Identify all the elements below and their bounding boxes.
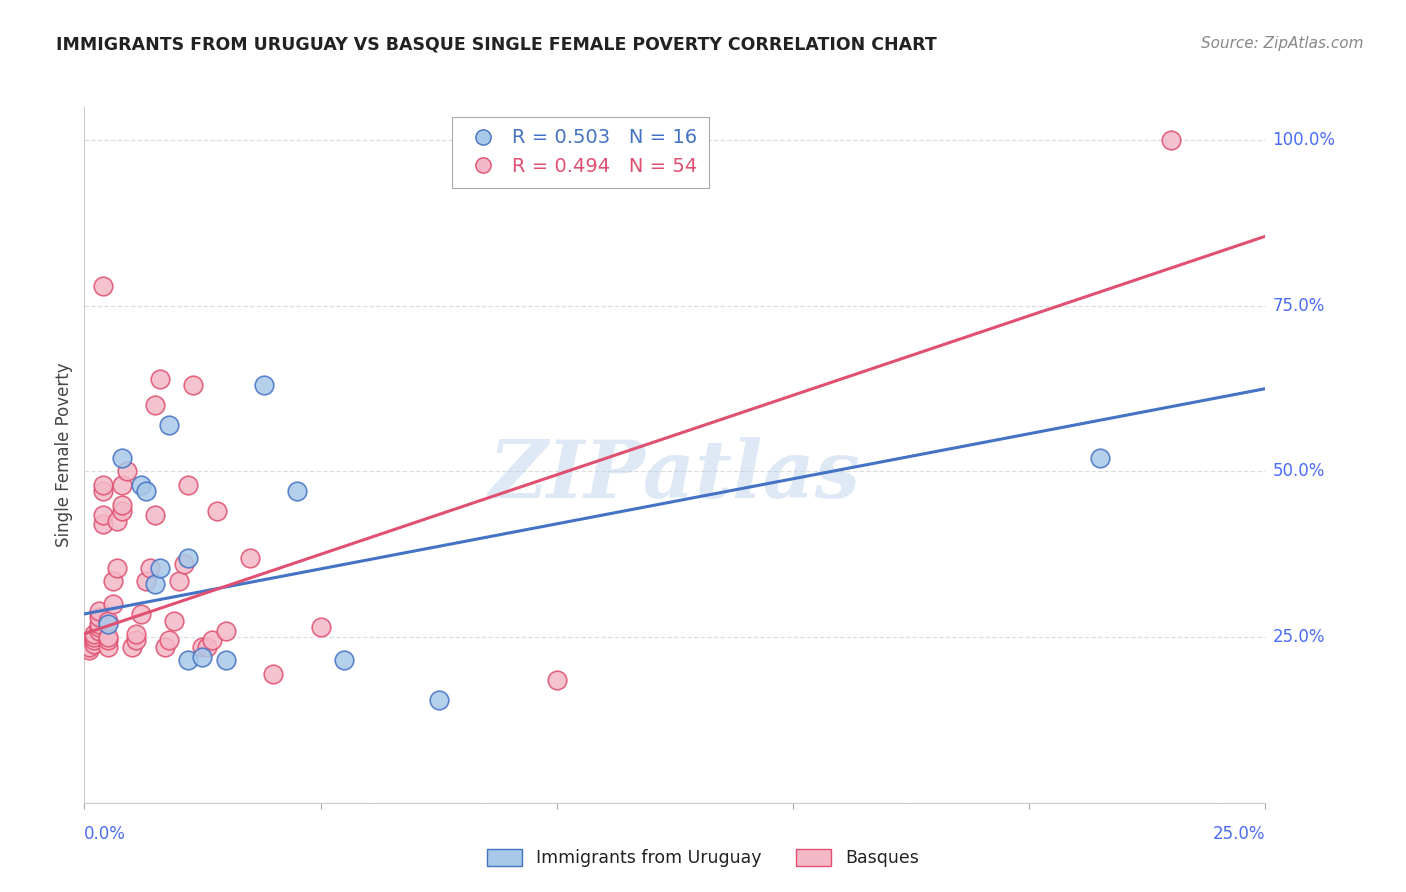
Point (77, 640, 100, 654)
Point (177, 477, 200, 491)
Point (91, 484, 114, 499)
Point (333, 653, 356, 667)
Text: 75.0%: 75.0% (1272, 297, 1324, 315)
Point (173, 558, 195, 572)
Point (97, 633, 120, 648)
Point (111, 498, 134, 512)
Point (77, 643, 100, 657)
Point (215, 624, 238, 638)
Point (107, 514, 129, 528)
Point (143, 508, 166, 522)
Point (91, 477, 114, 491)
Point (115, 465, 138, 479)
Point (83, 627, 105, 641)
Point (87, 604, 110, 618)
Point (83, 630, 105, 644)
Point (121, 640, 143, 654)
Point (1088, 451, 1111, 466)
Point (546, 673, 568, 688)
Point (149, 372, 172, 386)
Point (201, 633, 224, 648)
Point (135, 484, 157, 499)
Text: 100.0%: 100.0% (1272, 131, 1336, 149)
Point (239, 550, 262, 565)
Point (111, 504, 134, 518)
Text: ZIPatlas: ZIPatlas (489, 437, 860, 515)
Point (309, 620, 332, 634)
Point (111, 451, 134, 466)
Point (87, 624, 110, 638)
Point (427, 693, 450, 707)
Text: 25.0%: 25.0% (1272, 628, 1324, 646)
Point (97, 616, 120, 631)
Point (97, 614, 120, 628)
Point (129, 477, 152, 491)
Point (177, 550, 200, 565)
Point (157, 418, 180, 433)
Point (153, 640, 176, 654)
Point (167, 574, 190, 588)
Text: 50.0%: 50.0% (1272, 462, 1324, 481)
Text: 25.0%: 25.0% (1213, 825, 1265, 843)
Point (262, 666, 284, 681)
Point (129, 607, 152, 621)
Point (191, 640, 214, 654)
Point (191, 650, 214, 665)
Point (157, 633, 180, 648)
Point (125, 633, 148, 648)
Point (181, 378, 204, 392)
Point (205, 504, 228, 518)
Legend: Immigrants from Uruguay, Basques: Immigrants from Uruguay, Basques (481, 842, 925, 874)
Y-axis label: Single Female Poverty: Single Female Poverty (55, 363, 73, 547)
Point (107, 560, 129, 574)
Point (91, 508, 114, 522)
Point (101, 597, 124, 611)
Point (101, 574, 124, 588)
Point (135, 574, 157, 588)
Point (91, 279, 114, 293)
Point (1160, 133, 1182, 147)
Point (97, 640, 120, 654)
Point (139, 560, 162, 574)
Text: 0.0%: 0.0% (84, 825, 127, 843)
Point (143, 577, 166, 591)
Point (111, 477, 134, 491)
Point (215, 653, 238, 667)
Text: Source: ZipAtlas.com: Source: ZipAtlas.com (1201, 36, 1364, 51)
Point (149, 560, 172, 574)
Point (83, 637, 105, 651)
Point (125, 627, 148, 641)
Point (97, 630, 120, 644)
Point (195, 640, 218, 654)
Text: IMMIGRANTS FROM URUGUAY VS BASQUE SINGLE FEMALE POVERTY CORRELATION CHART: IMMIGRANTS FROM URUGUAY VS BASQUE SINGLE… (56, 36, 936, 54)
Point (83, 633, 105, 648)
Point (177, 653, 200, 667)
Point (87, 616, 110, 631)
Point (253, 378, 276, 392)
Point (91, 517, 114, 532)
Legend: R = 0.503   N = 16, R = 0.494   N = 54: R = 0.503 N = 16, R = 0.494 N = 54 (451, 117, 709, 188)
Point (87, 620, 110, 634)
Point (163, 614, 186, 628)
Point (285, 484, 308, 499)
Point (143, 398, 166, 412)
Point (87, 610, 110, 624)
